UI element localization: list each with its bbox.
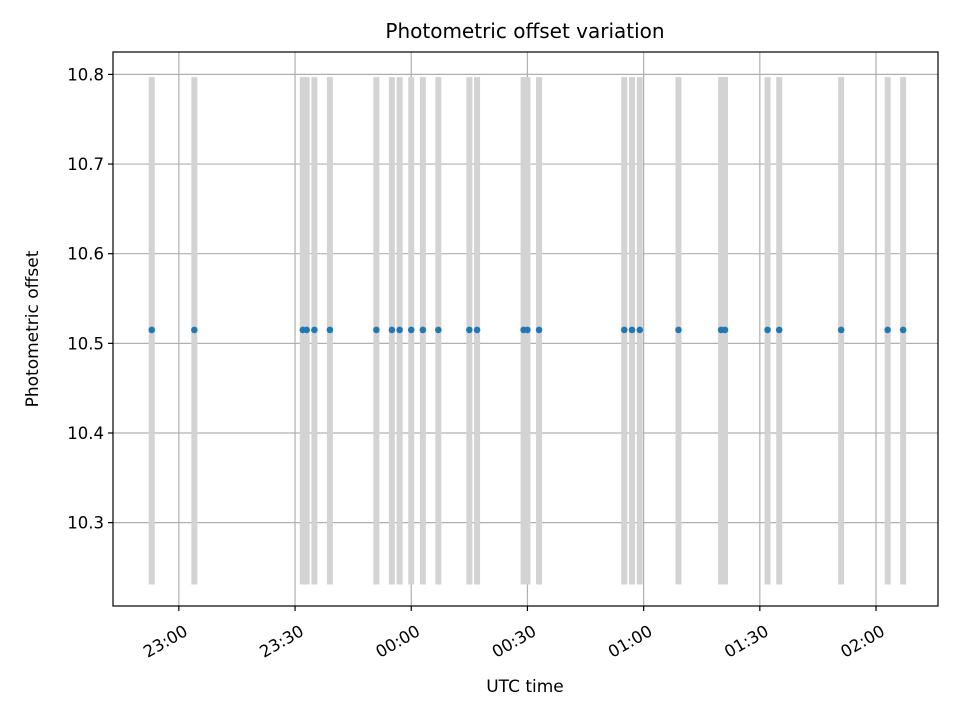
- y-tick-label: 10.6: [67, 245, 104, 264]
- data-point: [388, 326, 396, 334]
- plot-frame: [112, 51, 939, 607]
- data-point: [764, 326, 771, 334]
- data-point: [373, 326, 380, 334]
- data-point: [524, 326, 531, 334]
- y-axis: 10.3 10.4 10.5 10.6 10.7 10.8: [67, 65, 113, 533]
- chart-title: Photometric offset variation: [385, 19, 664, 43]
- data-point: [628, 326, 636, 334]
- data-point: [191, 326, 198, 334]
- data-point: [899, 326, 907, 334]
- y-tick-label: 10.7: [67, 155, 104, 174]
- data-point: [837, 326, 845, 334]
- data-point: [636, 326, 644, 334]
- y-tick-label: 10.4: [67, 424, 104, 443]
- data-point: [884, 326, 891, 334]
- y-tick-label: 10.3: [67, 514, 104, 533]
- data-point: [675, 326, 682, 334]
- data-point: [311, 326, 318, 334]
- data-point: [148, 326, 156, 334]
- data-point: [721, 326, 729, 334]
- y-tick-label: 10.5: [67, 334, 104, 353]
- data-point: [535, 326, 543, 334]
- x-axis-title: UTC time: [486, 677, 564, 697]
- data-point: [435, 326, 442, 334]
- data-point: [303, 326, 310, 334]
- data-point: [419, 326, 427, 334]
- y-tick-label: 10.8: [67, 65, 104, 84]
- data-point: [473, 326, 481, 334]
- data-point: [620, 326, 628, 334]
- data-point: [326, 326, 334, 334]
- data-points: [148, 326, 907, 334]
- data-point: [775, 326, 783, 334]
- data-point: [396, 326, 403, 334]
- data-point: [466, 326, 473, 334]
- y-axis-title: Photometric offset: [23, 250, 43, 407]
- data-point: [407, 326, 415, 334]
